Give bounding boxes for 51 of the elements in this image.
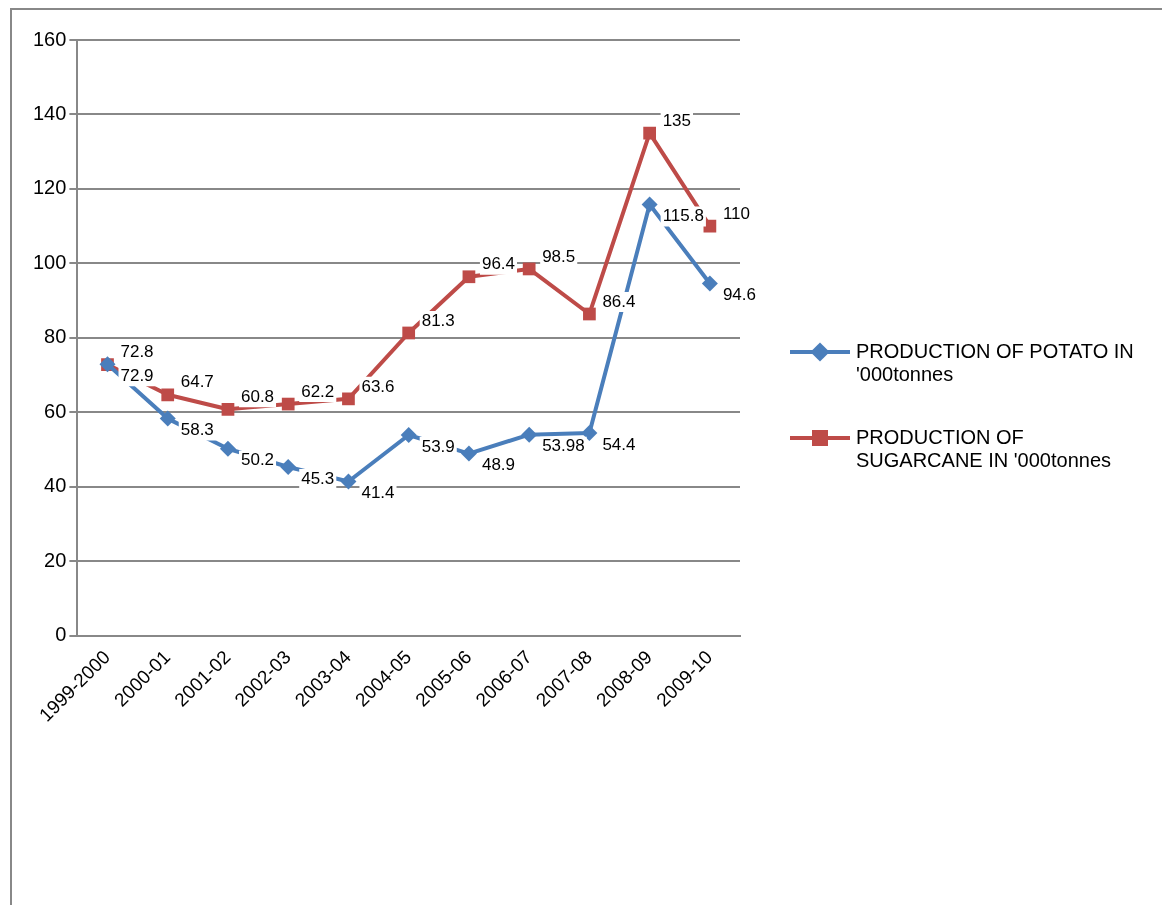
y-tick-label: 80: [44, 325, 67, 348]
data-label: 81.3: [421, 310, 455, 330]
data-label: 72.8: [120, 342, 154, 362]
data-label: 62.2: [301, 381, 335, 401]
data-label: 53.9: [421, 436, 455, 456]
y-tick-label: 20: [44, 548, 67, 571]
data-label: 86.4: [602, 291, 636, 311]
data-label: 135: [662, 110, 692, 130]
data-label: 53.98: [542, 436, 585, 456]
point: [219, 440, 236, 457]
point: [522, 262, 536, 276]
point: [641, 196, 658, 213]
data-label: 58.3: [180, 420, 214, 440]
data-label: 63.6: [361, 376, 395, 396]
y-tick-label: 60: [44, 399, 67, 422]
data-label: 98.5: [542, 246, 576, 266]
data-label: 54.4: [602, 434, 636, 454]
y-tick-label: 40: [44, 474, 67, 497]
point: [701, 275, 718, 292]
point: [643, 126, 657, 140]
point: [583, 307, 596, 321]
point: [400, 426, 417, 443]
point: [340, 473, 357, 490]
point: [460, 445, 477, 462]
data-label: 50.2: [240, 450, 275, 470]
data-label: 94.6: [722, 285, 756, 305]
y-tick-label: 120: [32, 176, 67, 199]
data-label: 45.3: [301, 468, 335, 488]
y-tick-label: 0: [55, 623, 67, 646]
point: [521, 426, 538, 443]
data-label: 96.4: [481, 254, 516, 274]
y-tick-label: 140: [32, 101, 67, 124]
point: [281, 397, 295, 411]
point: [402, 326, 416, 340]
point: [221, 402, 235, 416]
data-label: 41.4: [361, 483, 395, 503]
point: [159, 410, 176, 427]
point: [342, 392, 355, 406]
data-label: 64.7: [180, 372, 214, 392]
point: [280, 458, 297, 475]
data-label: 115.8: [662, 206, 704, 226]
data-label: 60.8: [240, 386, 275, 406]
legend-label: PRODUCTION OF POTATO IN '000tonnes: [856, 340, 1135, 386]
legend-label: PRODUCTION OF SUGARCANE IN '000tonnes: [856, 426, 1113, 472]
point: [161, 388, 175, 402]
data-label: 48.9: [481, 455, 516, 475]
data-label: 72.9: [120, 365, 154, 385]
y-tick-label: 160: [32, 27, 67, 50]
data-label: 110: [722, 203, 750, 223]
y-tick-label: 100: [32, 250, 67, 273]
point: [462, 270, 476, 284]
